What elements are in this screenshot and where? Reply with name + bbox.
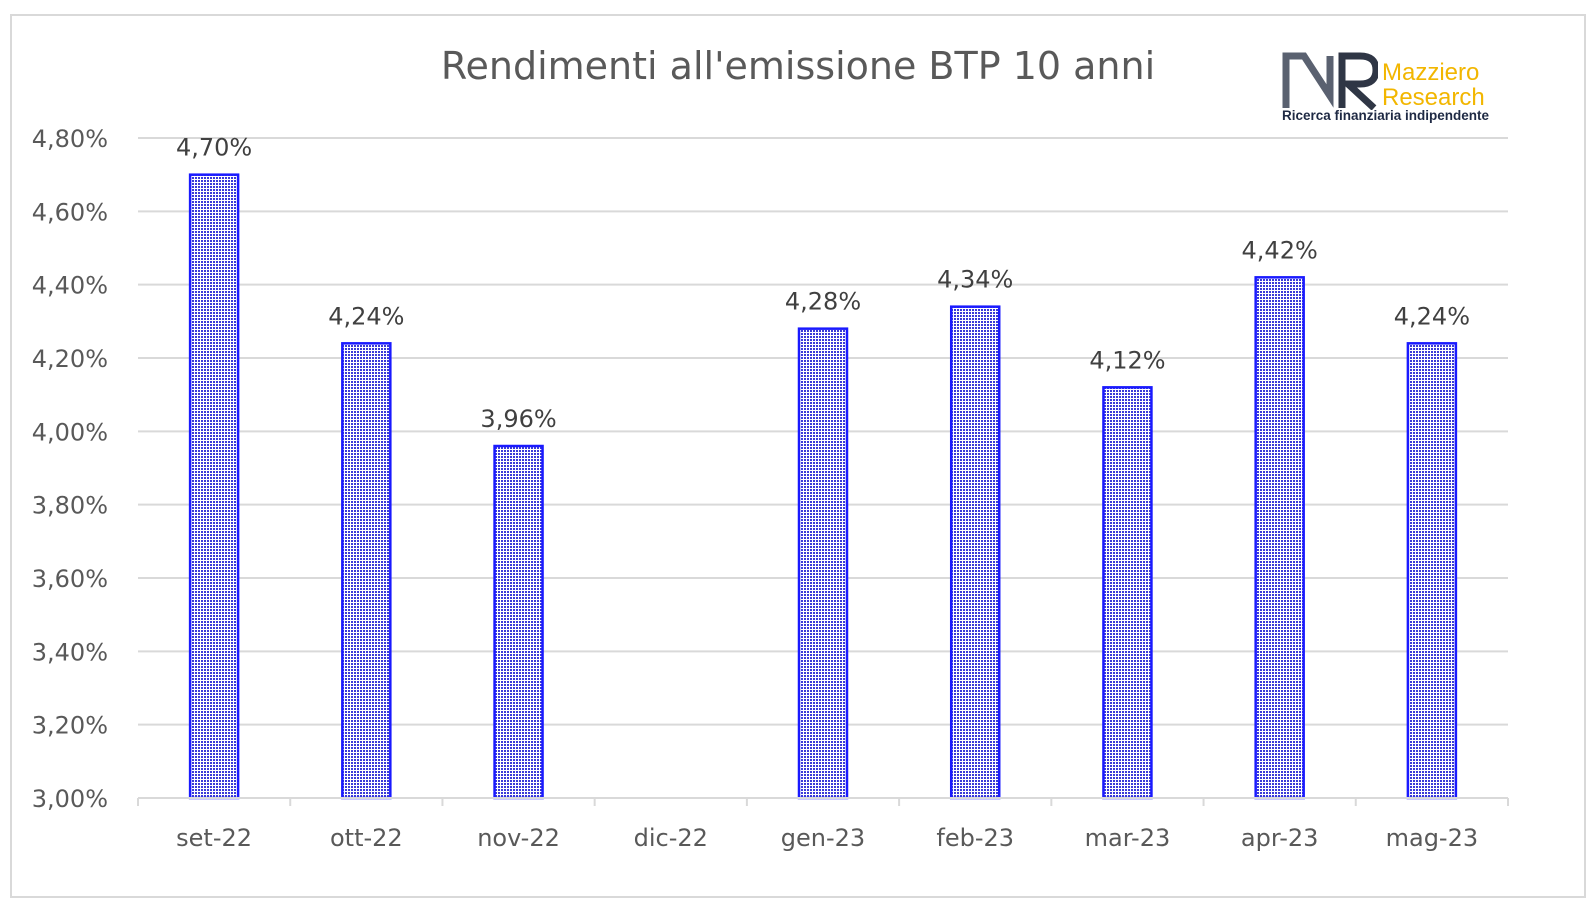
logo-tagline: Ricerca finanziaria indipendente xyxy=(1282,108,1490,123)
x-tick-label: gen-23 xyxy=(781,824,865,852)
bar-set-22 xyxy=(188,173,240,800)
logo-name-line1: Mazziero xyxy=(1382,59,1480,86)
x-tick-label: dic-22 xyxy=(634,824,708,852)
bar-nov-22 xyxy=(493,444,544,800)
data-label: 3,96% xyxy=(480,405,556,433)
y-tick-label: 3,80% xyxy=(32,492,108,520)
y-tick-label: 3,00% xyxy=(32,785,108,813)
axes: 3,00% 3,20% 3,40% 3,60% 3,80% 4,00% 4,20% 4,40%… xyxy=(32,125,1509,852)
y-tick-label: 3,60% xyxy=(32,565,108,593)
mazziero-research-logo: Mazziero Research Ricerca finanziaria in… xyxy=(1282,50,1522,130)
bar-feb-23 xyxy=(949,305,1001,800)
y-tick-label: 4,40% xyxy=(32,272,108,300)
y-tick-label: 4,80% xyxy=(32,125,108,153)
data-label: 4,12% xyxy=(1089,346,1165,374)
x-tick-label: feb-23 xyxy=(936,824,1014,852)
y-tick-label: 3,20% xyxy=(32,712,108,740)
bar-mar-23 xyxy=(1102,386,1153,800)
y-tick-label: 4,00% xyxy=(32,418,108,446)
logo-name: Mazziero Research xyxy=(1382,60,1485,110)
chart-title: Rendimenti all'emissione BTP 10 anni xyxy=(440,44,1156,88)
bar-apr-23 xyxy=(1254,276,1305,800)
bar-ott-22 xyxy=(341,342,392,800)
y-tick-label: 4,60% xyxy=(32,198,108,226)
data-label: 4,34% xyxy=(937,266,1013,294)
x-tick-label: nov-22 xyxy=(477,824,560,852)
logo-name-line2: Research xyxy=(1382,84,1485,111)
x-tick-label: apr-23 xyxy=(1241,824,1318,852)
mr-logo-mark xyxy=(1282,52,1378,110)
y-tick-label: 3,40% xyxy=(32,638,108,666)
bar-gen-23 xyxy=(797,327,849,800)
data-label: 4,28% xyxy=(785,288,861,316)
bar-mag-23 xyxy=(1406,342,1458,800)
data-label: 4,24% xyxy=(1394,302,1470,330)
data-label: 4,70% xyxy=(176,134,252,162)
bars: 4,70% 4,24% 3,96% 4,28% 4,34% 4,12% 4,42% 4,24% xyxy=(176,134,1470,800)
x-tick-label: ott-22 xyxy=(330,824,403,852)
x-tick-label: mag-23 xyxy=(1386,824,1479,852)
data-label: 4,42% xyxy=(1242,236,1318,264)
y-tick-label: 4,20% xyxy=(32,345,108,373)
x-tick-label: mar-23 xyxy=(1085,824,1171,852)
x-tick-label: set-22 xyxy=(176,824,252,852)
data-label: 4,24% xyxy=(328,302,404,330)
